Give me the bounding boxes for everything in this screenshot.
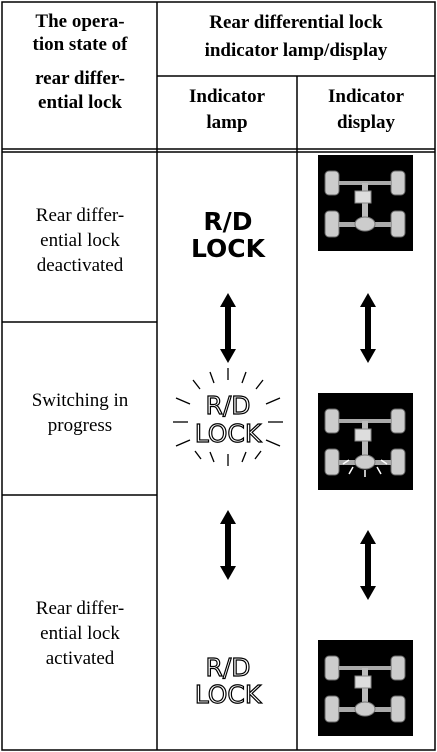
lamp-text: R/D — [205, 653, 250, 682]
header-text: display — [337, 112, 396, 133]
header-text: indicator lamp/display — [205, 40, 388, 61]
lamp-rays — [173, 368, 283, 466]
header-text: tion state of — [33, 34, 129, 55]
texts: The opera- tion state of rear differ- en… — [32, 11, 405, 710]
header-text: lamp — [206, 112, 247, 133]
lamp-text: R/D — [203, 207, 252, 236]
state-text: progress — [48, 415, 112, 436]
state-text: activated — [46, 648, 115, 669]
header-text: rear differ- — [35, 68, 125, 89]
header-text: Indicator — [328, 86, 405, 107]
displays — [318, 155, 413, 736]
header-text: ential lock — [38, 92, 122, 113]
lamp-text: LOCK — [195, 680, 262, 709]
state-text: Rear differ- — [36, 205, 124, 226]
state-text: deactivated — [37, 255, 124, 276]
state-text: ential lock — [40, 623, 120, 644]
header-text: The opera- — [35, 11, 124, 32]
state-text: Switching in — [32, 390, 129, 411]
header-text: Rear differential lock — [209, 12, 383, 33]
lamp-text: LOCK — [191, 234, 267, 263]
lamp-text: R/D — [205, 391, 250, 420]
state-text: Rear differ- — [36, 598, 124, 619]
lamp-text: LOCK — [195, 419, 262, 448]
header-text: Indicator — [189, 86, 266, 107]
state-text: ential lock — [40, 230, 120, 251]
